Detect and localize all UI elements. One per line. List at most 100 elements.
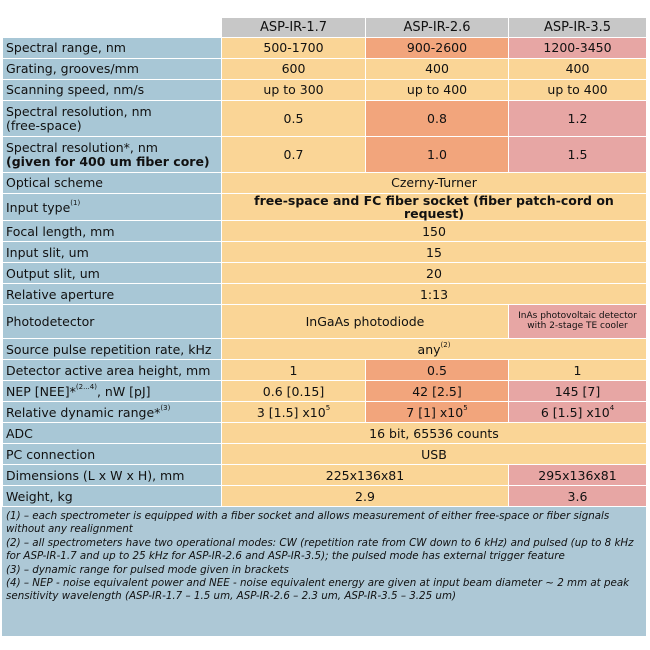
table-cell: 3 [1.5] x105	[221, 401, 366, 424]
table-cell: 1.5	[508, 136, 647, 173]
table-cell: 2.9	[221, 485, 509, 508]
row-label: Input type(1)	[2, 192, 222, 222]
row-label: Scanning speed, nm/s	[2, 79, 222, 101]
spec-table: ASP-IR-1.7 ASP-IR-2.6 ASP-IR-3.5 Spectra…	[2, 17, 647, 508]
table-cell: 20	[221, 262, 647, 285]
footnote: (1) – each spectrometer is equipped with…	[6, 510, 610, 536]
table-cell: 295x136x81	[508, 464, 647, 487]
row-label-text: NEP [NEE]*	[6, 383, 76, 399]
row-label: Spectral resolution, nm (free-space)	[2, 100, 222, 137]
table-cell: 1.0	[365, 136, 509, 173]
table-row: Photodetector InGaAs photodiode InAs pho…	[2, 304, 647, 340]
footnote-ref: (2...4)	[75, 382, 97, 391]
table-cell: 16 bit, 65536 counts	[221, 422, 647, 445]
table-cell: 500-1700	[221, 37, 366, 59]
row-label: PC connection	[2, 443, 222, 466]
footnote-ref: (2)	[440, 340, 451, 349]
exponent: 5	[463, 403, 468, 412]
table-cell: USB	[221, 443, 647, 466]
table-row: Relative aperture 1:13	[2, 283, 647, 306]
row-label: Output slit, um	[2, 262, 222, 285]
table-cell: 600	[221, 58, 366, 80]
exponent: 5	[325, 403, 331, 412]
table-cell: InAs photovoltaic detector with 2-stage …	[508, 304, 647, 340]
model-header: ASP-IR-3.5	[508, 17, 647, 38]
table-cell: any(2)	[221, 338, 647, 361]
footnote-ref: (3)	[160, 403, 171, 412]
footnote-ref: (1)	[70, 198, 81, 207]
table-cell: 0.5	[365, 359, 509, 382]
table-row: Relative dynamic range*(3) 3 [1.5] x105 …	[2, 401, 647, 424]
table-cell: 0.6 [0.15]	[221, 380, 366, 403]
table-cell: 7 [1] x105	[365, 401, 509, 424]
table-cell: InGaAs photodiode	[221, 304, 509, 340]
table-cell: 1.2	[508, 100, 647, 137]
table-row: PC connection USB	[2, 443, 647, 466]
row-label: Optical scheme	[2, 172, 222, 194]
row-label-line: (given for 400 um fiber core)	[6, 153, 210, 169]
row-label-line: Spectral resolution, nm	[6, 104, 152, 120]
header-row: ASP-IR-1.7 ASP-IR-2.6 ASP-IR-3.5	[2, 17, 647, 38]
table-cell: 1:13	[221, 283, 647, 306]
cell-value: 3 [1.5] x10	[256, 404, 326, 420]
table-row: NEP [NEE]*(2...4), nW [pJ] 0.6 [0.15] 42…	[2, 380, 647, 403]
table-row: Dimensions (L x W x H), mm 225x136x81 29…	[2, 464, 647, 487]
table-cell: 0.8	[365, 100, 509, 137]
cell-value: 6 [1.5] x10	[540, 404, 610, 420]
footnote: (3) – dynamic range for pulsed mode give…	[6, 563, 289, 576]
row-label: Spectral resolution*, nm (given for 400 …	[2, 136, 222, 173]
cell-line: InAs photovoltaic detector	[518, 311, 637, 322]
model-header: ASP-IR-1.7	[221, 17, 366, 38]
table-row: Optical scheme Czerny-Turner	[2, 172, 647, 194]
table-row: Focal length, mm 150	[2, 220, 647, 243]
footnote: (4) – NEP - noise equivalent power and N…	[6, 576, 630, 603]
table-cell: 0.7	[221, 136, 366, 173]
footnotes-panel: (1) – each spectrometer is equipped with…	[2, 507, 646, 636]
row-label-text: , nW [pJ]	[96, 383, 151, 399]
table-cell: 3.6	[508, 485, 647, 508]
row-label: Input slit, um	[2, 241, 222, 264]
table-cell: 900-2600	[365, 37, 509, 59]
row-label: Photodetector	[2, 304, 222, 340]
table-row: Input type(1) free-space and FC fiber so…	[2, 192, 647, 222]
row-label: Grating, grooves/mm	[2, 58, 222, 80]
row-label: NEP [NEE]*(2...4), nW [pJ]	[2, 380, 222, 403]
table-cell: 400	[508, 58, 647, 80]
table-cell: 1	[508, 359, 647, 382]
table-cell: free-space and FC fiber socket (fiber pa…	[221, 192, 647, 222]
model-header: ASP-IR-2.6	[365, 17, 509, 38]
table-cell: 1200-3450	[508, 37, 647, 59]
table-cell: 15	[221, 241, 647, 264]
cell-value: 7 [1] x10	[406, 404, 464, 420]
header-blank-cell	[2, 17, 222, 38]
table-row: Source pulse repetition rate, kHz any(2)	[2, 338, 647, 361]
table-row: Weight, kg 2.9 3.6	[2, 485, 647, 508]
table-cell: 400	[365, 58, 509, 80]
row-label: Relative dynamic range*(3)	[2, 401, 222, 424]
table-row: Spectral range, nm 500-1700 900-2600 120…	[2, 37, 647, 59]
footnote: (2) – all spectrometers have two operati…	[6, 536, 634, 563]
table-cell: 145 [7]	[508, 380, 647, 403]
table-cell: 1	[221, 359, 366, 382]
row-label-text: Input type	[6, 199, 71, 215]
row-label: ADC	[2, 422, 222, 445]
table-cell: 225x136x81	[221, 464, 509, 487]
row-label: Relative aperture	[2, 283, 222, 306]
table-cell: up to 400	[508, 79, 647, 101]
table-cell: 0.5	[221, 100, 366, 137]
row-label-line: (free-space)	[6, 117, 82, 133]
table-row: Spectral resolution*, nm (given for 400 …	[2, 136, 647, 173]
row-label: Source pulse repetition rate, kHz	[2, 338, 222, 361]
table-row: Spectral resolution, nm (free-space) 0.5…	[2, 100, 647, 137]
row-label: Focal length, mm	[2, 220, 222, 243]
table-cell: up to 300	[221, 79, 366, 101]
exponent: 4	[609, 403, 615, 412]
row-label-text: Relative dynamic range*	[6, 404, 161, 420]
row-label: Spectral range, nm	[2, 37, 222, 59]
table-row: Grating, grooves/mm 600 400 400	[2, 58, 647, 80]
table-row: ADC 16 bit, 65536 counts	[2, 422, 647, 445]
row-label-line: Spectral resolution*, nm	[6, 140, 158, 156]
row-label: Weight, kg	[2, 485, 222, 508]
row-label: Detector active area height, mm	[2, 359, 222, 382]
table-row: Scanning speed, nm/s up to 300 up to 400…	[2, 79, 647, 101]
